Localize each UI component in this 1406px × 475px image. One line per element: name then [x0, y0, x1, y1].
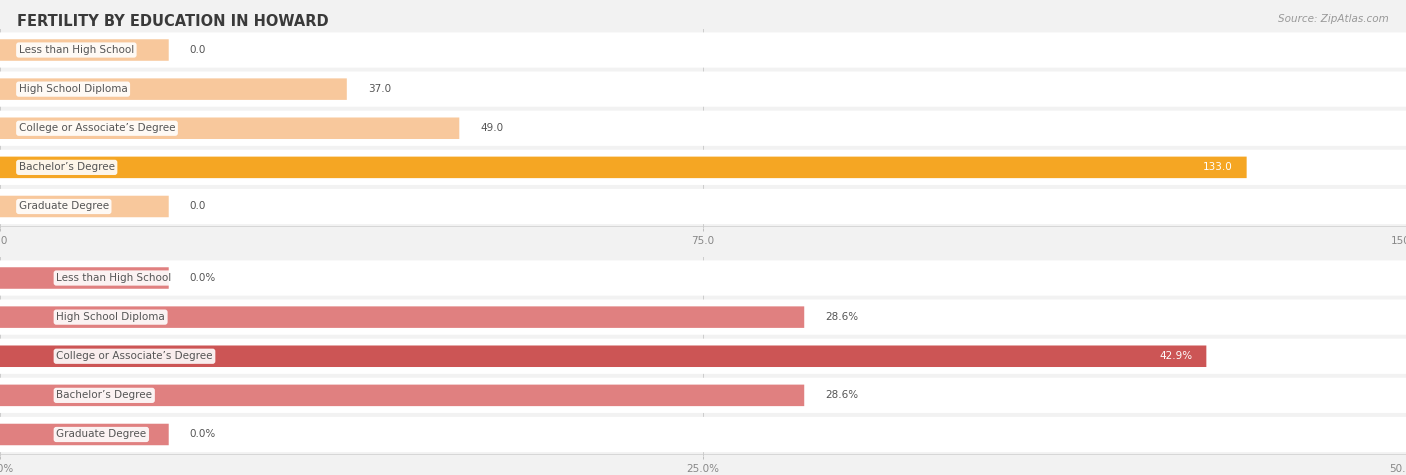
- Text: 133.0: 133.0: [1204, 162, 1233, 172]
- Text: High School Diploma: High School Diploma: [18, 84, 128, 94]
- Text: Less than High School: Less than High School: [18, 45, 134, 55]
- FancyBboxPatch shape: [0, 189, 1406, 224]
- Text: 0.0: 0.0: [190, 201, 207, 211]
- Text: 42.9%: 42.9%: [1159, 351, 1192, 361]
- Text: High School Diploma: High School Diploma: [56, 312, 165, 322]
- FancyBboxPatch shape: [0, 111, 1406, 146]
- Text: 49.0: 49.0: [481, 123, 503, 133]
- Text: 0.0: 0.0: [190, 45, 207, 55]
- FancyBboxPatch shape: [0, 267, 169, 289]
- Text: Graduate Degree: Graduate Degree: [56, 429, 146, 439]
- FancyBboxPatch shape: [0, 196, 169, 217]
- FancyBboxPatch shape: [0, 345, 1206, 367]
- Text: FERTILITY BY EDUCATION IN HOWARD: FERTILITY BY EDUCATION IN HOWARD: [17, 14, 329, 29]
- Text: College or Associate’s Degree: College or Associate’s Degree: [18, 123, 176, 133]
- FancyBboxPatch shape: [0, 260, 1406, 295]
- Text: 28.6%: 28.6%: [825, 312, 859, 322]
- FancyBboxPatch shape: [0, 424, 169, 445]
- FancyBboxPatch shape: [0, 378, 1406, 413]
- Text: Bachelor’s Degree: Bachelor’s Degree: [56, 390, 152, 400]
- Text: Graduate Degree: Graduate Degree: [18, 201, 108, 211]
- FancyBboxPatch shape: [0, 300, 1406, 335]
- Text: Source: ZipAtlas.com: Source: ZipAtlas.com: [1278, 14, 1389, 24]
- FancyBboxPatch shape: [0, 157, 1247, 178]
- Text: 37.0: 37.0: [368, 84, 391, 94]
- FancyBboxPatch shape: [0, 339, 1406, 374]
- FancyBboxPatch shape: [0, 417, 1406, 452]
- Text: Less than High School: Less than High School: [56, 273, 172, 283]
- FancyBboxPatch shape: [0, 39, 169, 61]
- FancyBboxPatch shape: [0, 150, 1406, 185]
- FancyBboxPatch shape: [0, 72, 1406, 107]
- FancyBboxPatch shape: [0, 306, 804, 328]
- Text: 0.0%: 0.0%: [190, 273, 217, 283]
- Text: 0.0%: 0.0%: [190, 429, 217, 439]
- FancyBboxPatch shape: [0, 32, 1406, 67]
- Text: College or Associate’s Degree: College or Associate’s Degree: [56, 351, 212, 361]
- Text: 28.6%: 28.6%: [825, 390, 859, 400]
- Text: Bachelor’s Degree: Bachelor’s Degree: [18, 162, 115, 172]
- FancyBboxPatch shape: [0, 117, 460, 139]
- FancyBboxPatch shape: [0, 78, 347, 100]
- FancyBboxPatch shape: [0, 385, 804, 406]
